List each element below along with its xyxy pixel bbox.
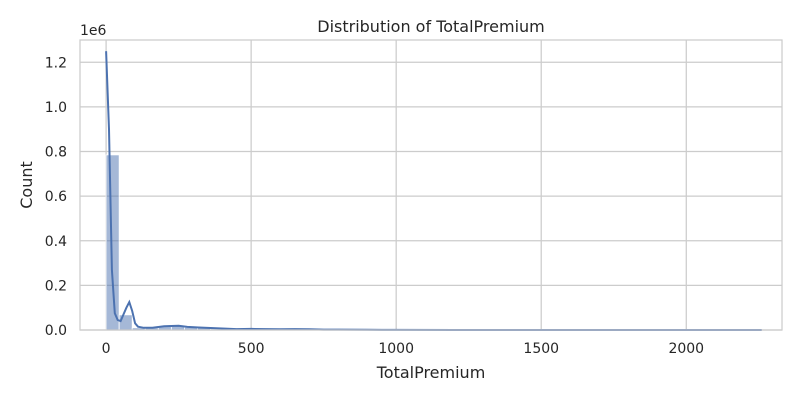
chart-title: Distribution of TotalPremium — [317, 17, 545, 36]
x-axis-label: TotalPremium — [376, 363, 486, 382]
x-tick-label: 2000 — [668, 341, 704, 357]
x-tick-label: 1000 — [378, 341, 414, 357]
histogram-bar — [118, 314, 133, 331]
x-tick-label: 1500 — [523, 341, 559, 357]
y-tick-labels: 0.0 0.2 0.4 0.6 0.8 1.0 1.2 — [45, 55, 67, 339]
histogram-bar — [105, 154, 120, 331]
y-tick-label: 1.0 — [45, 100, 67, 116]
x-tick-labels: 0 500 1000 1500 2000 — [102, 341, 704, 357]
x-tick-label: 0 — [102, 341, 111, 357]
plot-frame — [79, 39, 783, 331]
y-axis-label: Count — [17, 161, 36, 209]
y-tick-label: 0.0 — [45, 323, 67, 339]
y-tick-label: 0.6 — [45, 189, 67, 205]
y-tick-label: 0.2 — [45, 278, 67, 294]
plot-area — [80, 40, 782, 330]
y-tick-label: 1.2 — [45, 55, 67, 71]
y-tick-label: 0.4 — [45, 234, 67, 250]
y-tick-label: 0.8 — [45, 145, 67, 161]
y-offset-label: 1e6 — [80, 23, 107, 39]
x-tick-label: 500 — [238, 341, 265, 357]
